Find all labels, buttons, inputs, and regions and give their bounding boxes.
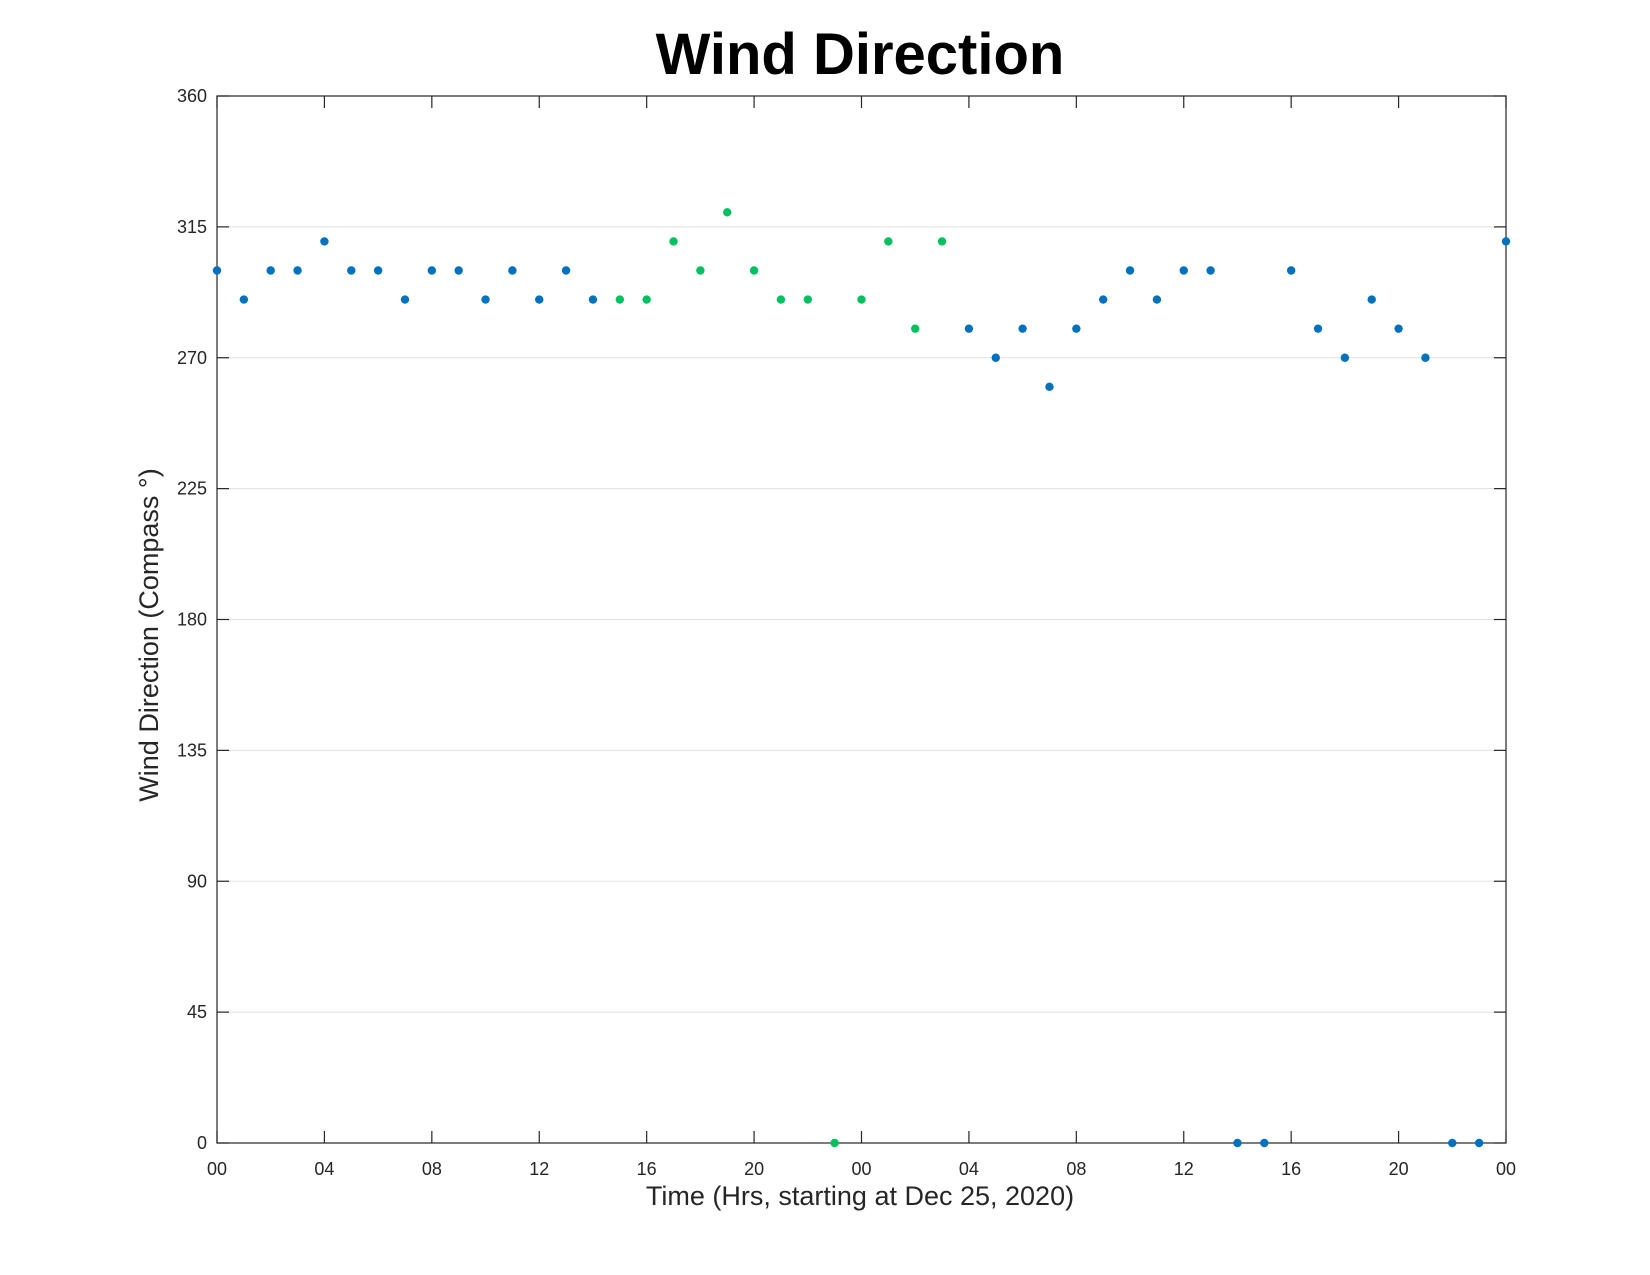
data-point <box>1313 324 1323 333</box>
y-tick-label: 135 <box>177 740 207 760</box>
x-tick-label: 04 <box>959 1159 979 1179</box>
x-tick-label: 20 <box>1389 1159 1409 1179</box>
x-tick-label: 20 <box>744 1159 764 1179</box>
x-tick-label: 16 <box>637 1159 657 1179</box>
data-point <box>1072 324 1081 333</box>
data-point <box>749 266 759 275</box>
data-point <box>588 295 598 304</box>
x-tick-label: 08 <box>422 1159 442 1179</box>
data-point <box>776 295 786 304</box>
data-point <box>481 295 490 304</box>
data-point <box>1501 237 1511 246</box>
x-tick-label: 00 <box>1496 1159 1516 1179</box>
data-point <box>266 266 275 275</box>
y-tick-label: 180 <box>177 610 207 630</box>
data-point <box>400 295 410 304</box>
data-point <box>347 266 356 275</box>
data-points <box>212 208 1511 1148</box>
y-tick-label: 360 <box>177 86 207 106</box>
y-tick-label: 45 <box>187 1002 207 1022</box>
data-point <box>427 266 437 275</box>
data-point <box>669 237 678 246</box>
y-tick-label: 90 <box>187 871 207 891</box>
data-point <box>373 266 383 275</box>
x-tick-label: 12 <box>1174 1159 1194 1179</box>
axis-ticks: 0 45 90 135 180 225 270 315 360 00 04 08 12 16 20 00 04 0… <box>177 86 1516 1179</box>
chart-title: Wind Direction <box>656 22 1065 87</box>
data-point <box>535 295 544 304</box>
data-point <box>454 266 463 275</box>
data-point <box>884 237 893 246</box>
data-point <box>642 295 651 304</box>
data-point <box>1233 1138 1242 1148</box>
data-point <box>1125 266 1135 275</box>
data-point <box>320 237 329 246</box>
y-axis-label: Wind Direction (Compass °) <box>134 468 164 801</box>
data-point <box>561 266 571 275</box>
data-point <box>1152 295 1162 304</box>
data-point <box>212 266 222 275</box>
y-tick-label: 225 <box>177 479 207 499</box>
data-point <box>696 266 705 275</box>
data-point <box>1474 1138 1484 1148</box>
data-point <box>857 295 866 304</box>
x-tick-label: 00 <box>851 1159 871 1179</box>
x-tick-label: 12 <box>529 1159 549 1179</box>
data-point <box>1179 266 1188 275</box>
data-point <box>508 266 517 275</box>
data-point <box>1421 353 1430 362</box>
data-point <box>991 353 1000 362</box>
y-tick-label: 315 <box>177 217 207 237</box>
data-point <box>937 237 947 246</box>
x-tick-label: 00 <box>207 1159 227 1179</box>
data-point <box>615 295 625 304</box>
data-point <box>1206 266 1215 275</box>
x-tick-label: 16 <box>1281 1159 1301 1179</box>
x-axis-label: Time (Hrs, starting at Dec 25, 2020) <box>646 1181 1074 1211</box>
data-point <box>1260 1138 1269 1148</box>
grid-lines <box>217 226 1506 1013</box>
data-point <box>723 208 732 217</box>
data-point <box>1448 1138 1457 1148</box>
y-tick-label: 0 <box>197 1133 207 1153</box>
data-point <box>1394 324 1403 333</box>
data-point <box>239 295 249 304</box>
x-tick-label: 08 <box>1066 1159 1086 1179</box>
data-point <box>1340 353 1350 362</box>
y-tick-label: 270 <box>177 348 207 368</box>
data-point <box>1286 266 1296 275</box>
data-point <box>830 1138 839 1148</box>
x-tick-label: 04 <box>314 1159 334 1179</box>
data-point <box>803 295 812 304</box>
data-point <box>964 324 974 333</box>
data-point <box>1367 295 1376 304</box>
data-point <box>1098 295 1108 304</box>
data-point <box>293 266 302 275</box>
data-point <box>911 324 920 333</box>
data-point <box>1018 324 1027 333</box>
data-point <box>1045 382 1054 392</box>
